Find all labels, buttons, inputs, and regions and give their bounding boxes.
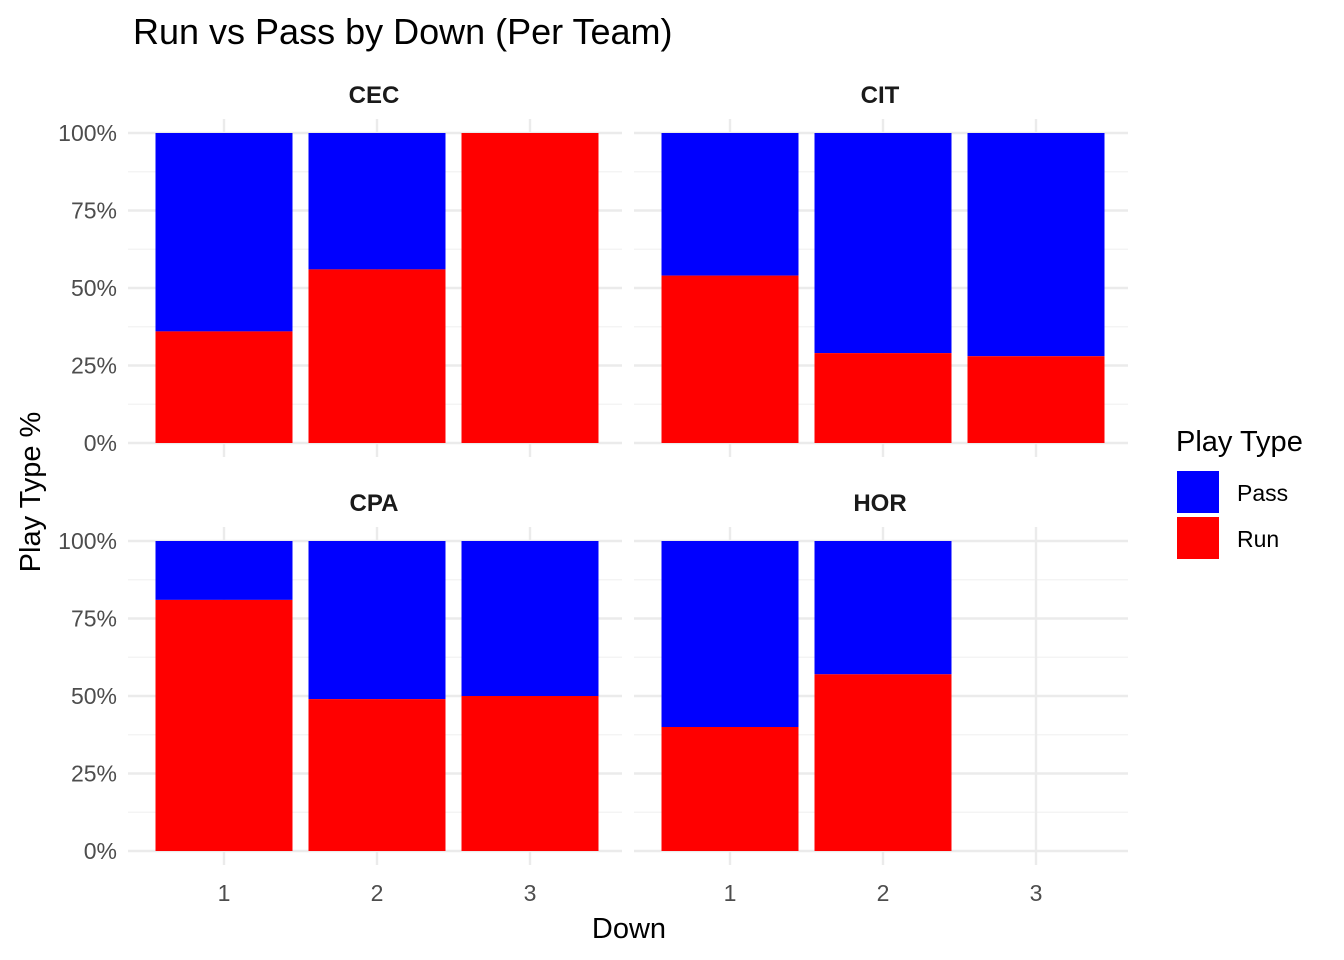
bar-pass-hor-down2 [814,541,952,675]
legend-label-pass: Pass [1237,480,1288,506]
bar-run-cpa-down3 [461,696,599,851]
bar-pass-cit-down3 [967,133,1105,357]
bar-run-hor-down2 [814,674,952,851]
y-tick-label: 50% [71,275,117,301]
bar-pass-cit-down2 [814,133,952,354]
facet-label-cpa: CPA [350,490,399,517]
facet-panels: CEC 0% 25% 50% 75% 100% CIT CPA 0% 25% 50% 75% 100% 1… [58,82,1128,906]
facet-label-cit: CIT [861,82,900,109]
legend: Play Type Pass Run [1176,426,1303,559]
legend-key-run [1177,517,1219,559]
facet-label-cec: CEC [349,82,400,109]
x-axis-title: Down [592,913,666,945]
x-tick-label: 3 [524,880,537,906]
x-tick-label: 1 [724,880,737,906]
x-tick-label: 3 [1030,880,1043,906]
legend-label-run: Run [1237,526,1279,552]
bar-pass-cec-down1 [155,133,293,332]
facet-label-hor: HOR [853,490,906,517]
y-tick-label: 0% [84,838,117,864]
y-tick-label: 75% [71,606,117,632]
bar-pass-cit-down1 [661,133,799,276]
y-tick-label: 0% [84,430,117,456]
bar-run-cit-down2 [814,353,952,443]
y-tick-label: 100% [58,120,117,146]
y-tick-label: 100% [58,528,117,554]
x-tick-label: 2 [371,880,384,906]
bar-pass-hor-down1 [661,541,799,727]
bar-pass-cpa-down2 [308,541,446,700]
x-tick-label: 2 [877,880,890,906]
y-tick-label: 25% [71,353,117,379]
bar-run-hor-down1 [661,727,799,851]
bar-pass-cpa-down3 [461,541,599,696]
bar-pass-cec-down2 [308,133,446,270]
bar-run-cit-down1 [661,275,799,443]
bar-run-cpa-down1 [155,599,293,851]
x-tick-label: 1 [218,880,231,906]
bar-run-cec-down1 [155,331,293,443]
bar-run-cec-down2 [308,269,446,443]
legend-title: Play Type [1176,426,1303,458]
y-tick-label: 75% [71,198,117,224]
y-tick-label: 25% [71,761,117,787]
bar-run-cpa-down2 [308,699,446,851]
legend-key-pass [1177,471,1219,513]
bar-pass-cpa-down1 [155,541,293,600]
bar-run-cit-down3 [967,356,1105,443]
bar-run-cec-down3 [461,133,599,443]
y-axis-title: Play Type % [15,412,47,573]
chart-title: Run vs Pass by Down (Per Team) [133,11,673,52]
y-tick-label: 50% [71,683,117,709]
